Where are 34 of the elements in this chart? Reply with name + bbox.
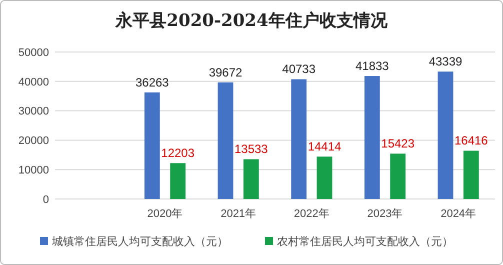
data-label: 36263 (135, 75, 170, 90)
bar (390, 154, 406, 199)
y-tick-label: 40000 (18, 76, 49, 88)
x-tick-label: 2022年 (294, 208, 330, 220)
bar (438, 72, 454, 199)
bar (364, 76, 380, 199)
bar (316, 156, 332, 199)
data-label: 39672 (208, 65, 243, 80)
y-tick-label: 10000 (18, 164, 49, 176)
data-label: 14414 (308, 140, 342, 154)
x-tick-label: 2021年 (220, 208, 256, 220)
y-tick-label: 50000 (18, 46, 49, 59)
legend-label: 农村常住居民人均可支配收入（元） (277, 235, 453, 248)
data-label: 43339 (428, 54, 463, 69)
y-tick-label: 0 (42, 194, 49, 206)
chart-title: 永平县2020-2024年住户收支情况 (114, 11, 388, 31)
bar (144, 92, 160, 199)
bar (291, 79, 307, 199)
data-label: 16416 (454, 134, 488, 148)
bar (463, 150, 479, 199)
y-tick-label: 20000 (18, 135, 49, 148)
bar (218, 82, 234, 199)
y-tick-label: 30000 (18, 106, 49, 118)
data-label: 15423 (381, 136, 415, 151)
x-tick-label: 2020年 (147, 208, 183, 220)
data-label: 41833 (355, 59, 390, 74)
bar (170, 163, 186, 199)
x-tick-label: 2024年 (440, 208, 476, 220)
legend-label: 城镇常住居民人均可支配收入（元） (51, 235, 228, 248)
data-label: 13533 (234, 142, 268, 156)
bar (243, 159, 259, 199)
x-tick-label: 2023年 (367, 208, 403, 220)
data-label: 12203 (161, 146, 195, 160)
data-label: 40733 (282, 62, 316, 76)
